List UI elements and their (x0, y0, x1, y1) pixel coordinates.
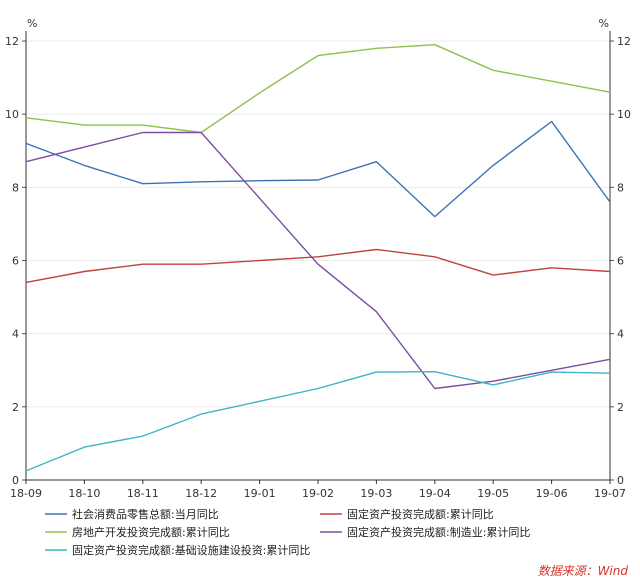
series-line (25, 120, 611, 218)
legend-label: 固定资产投资完成额:制造业:累计同比 (347, 525, 530, 539)
x-tick-label: 18-09 (10, 487, 42, 500)
y-tick-label-right: 6 (617, 255, 624, 268)
legend-label: 固定资产投资完成额:基础设施建设投资:累计同比 (72, 543, 310, 557)
y-tick-label-left: 0 (12, 474, 19, 487)
y-tick-label-right: 12 (617, 35, 631, 48)
series-line (25, 248, 611, 284)
x-tick-label: 19-01 (244, 487, 276, 500)
series-line (25, 371, 611, 472)
legend: 社会消费品零售总额:当月同比 固定资产投资完成额:累计同比房地产开发投资完成额:累… (45, 507, 530, 557)
y-unit-left: % (27, 17, 37, 30)
y-tick-label-right: 8 (617, 181, 624, 194)
series-line (25, 131, 611, 390)
y-tick-label-right: 2 (617, 401, 624, 414)
series-line (25, 44, 611, 134)
y-tick-label-right: 10 (617, 108, 631, 121)
grid-lines (26, 40, 610, 408)
y-tick-label-left: 8 (12, 181, 19, 194)
x-tick-label: 18-11 (127, 487, 159, 500)
y-tick-label-left: 12 (5, 35, 19, 48)
x-tick-label: 18-12 (185, 487, 217, 500)
series-lines (25, 44, 611, 472)
legend-label: 房地产开发投资完成额:累计同比 (72, 525, 230, 539)
x-tick-label: 19-07 (594, 487, 626, 500)
y-tick-label-right: 4 (617, 328, 624, 341)
y-tick-label-left: 4 (12, 328, 19, 341)
x-tick-label: 19-04 (419, 487, 451, 500)
x-tick-label: 19-05 (477, 487, 509, 500)
x-tick-label: 19-06 (536, 487, 568, 500)
legend-label: 固定资产投资完成额:累计同比 (347, 507, 494, 521)
y-tick-label-left: 10 (5, 108, 19, 121)
x-tick-label: 19-02 (302, 487, 334, 500)
y-tick-label-left: 2 (12, 401, 19, 414)
axes: 0 0 2 2 4 4 6 6 8 8 10 10 12 12% % 18-09 18-10 18-11 18-12… (5, 17, 631, 500)
source-note: 数据来源：Wind (537, 564, 628, 578)
x-tick-label: 18-10 (68, 487, 100, 500)
y-tick-label-left: 6 (12, 255, 19, 268)
legend-label: 社会消费品零售总额:当月同比 (72, 507, 219, 521)
y-unit-right: % (599, 17, 609, 30)
x-tick-label: 19-03 (360, 487, 392, 500)
y-tick-label-right: 0 (617, 474, 624, 487)
